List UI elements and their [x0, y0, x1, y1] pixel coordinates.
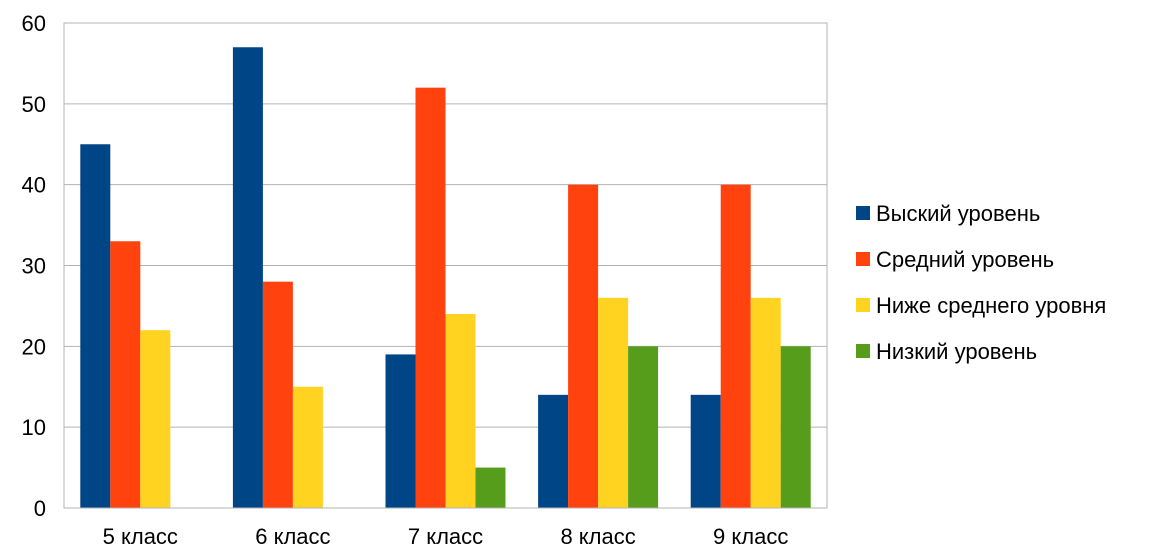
y-tick-label: 0: [34, 496, 46, 521]
bar: [568, 184, 599, 508]
legend-label: Низкий уровень: [876, 339, 1037, 364]
x-tick-label: 5 класс: [103, 524, 178, 549]
legend: Выский уровень Средний уровень Ниже средне…: [856, 201, 1106, 364]
legend-swatch: [856, 206, 870, 220]
x-tick-label: 7 класс: [408, 524, 483, 549]
x-tick-labels: 5 класс 6 класс 7 класс 8 класс 9 класс: [103, 524, 789, 549]
bar: [598, 297, 629, 508]
legend-label: Средний уровень: [876, 247, 1054, 272]
axes: [63, 22, 828, 509]
y-tick-label: 40: [22, 173, 46, 198]
bar: [780, 346, 811, 508]
bar: [80, 144, 111, 508]
bar: [262, 281, 293, 508]
x-tick-label: 9 класс: [713, 524, 788, 549]
bars: [80, 47, 811, 509]
legend-swatch: [856, 298, 870, 312]
bar: [475, 467, 506, 508]
y-tick-label: 60: [22, 11, 46, 36]
bar: [628, 346, 659, 508]
bar: [445, 314, 476, 508]
legend-swatch: [856, 344, 870, 358]
y-tick-label: 10: [22, 415, 46, 440]
bar: [232, 47, 263, 508]
y-tick-label: 20: [22, 334, 46, 359]
y-tick-label: 30: [22, 254, 46, 279]
legend-label: Ниже среднего уровня: [876, 293, 1106, 318]
bar: [750, 297, 781, 508]
bar: [415, 87, 446, 509]
bar: [140, 330, 171, 508]
x-tick-label: 6 класс: [255, 524, 330, 549]
x-tick-label: 8 класс: [560, 524, 635, 549]
legend-swatch: [856, 252, 870, 266]
bar: [385, 354, 416, 508]
bar: [538, 394, 569, 508]
legend-label: Выский уровень: [876, 201, 1040, 226]
y-tick-labels: 0 10 20 30 40 50 60: [22, 11, 46, 521]
bar: [720, 184, 751, 508]
bar: [690, 394, 721, 508]
y-tick-label: 50: [22, 92, 46, 117]
bar: [110, 241, 141, 508]
bar: [292, 386, 323, 508]
